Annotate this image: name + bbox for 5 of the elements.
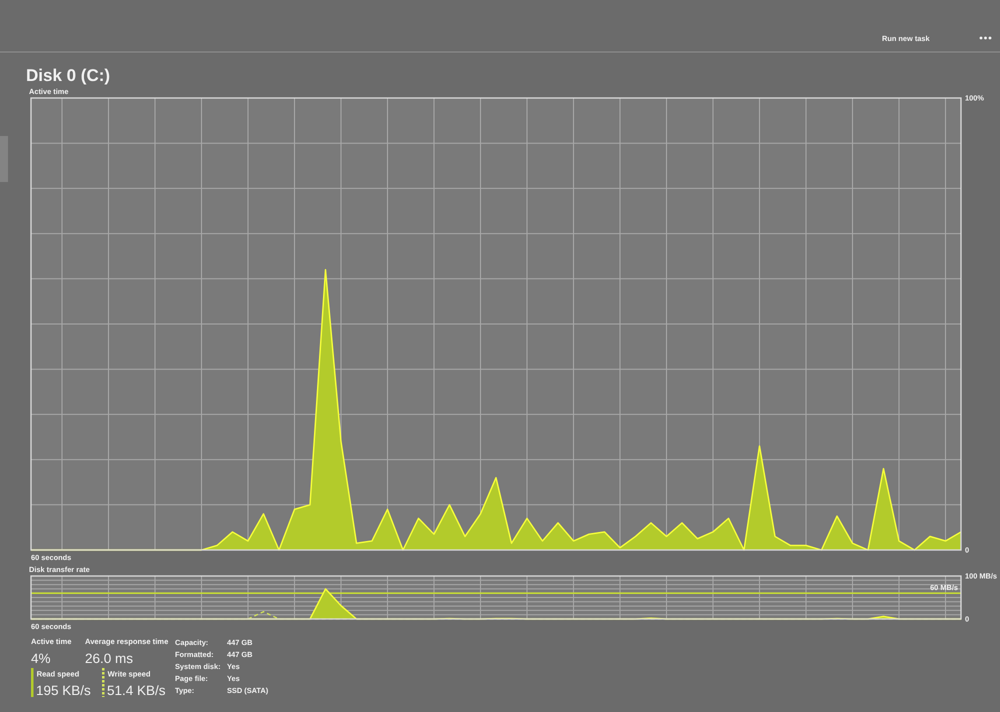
text: 26.0 ms: [85, 651, 134, 666]
text: 51.4 KB/s: [107, 683, 166, 698]
text: 195 KB/s: [36, 683, 92, 698]
chart-title: Disk 0 (C:): [26, 66, 110, 85]
text: 4%: [31, 651, 51, 666]
